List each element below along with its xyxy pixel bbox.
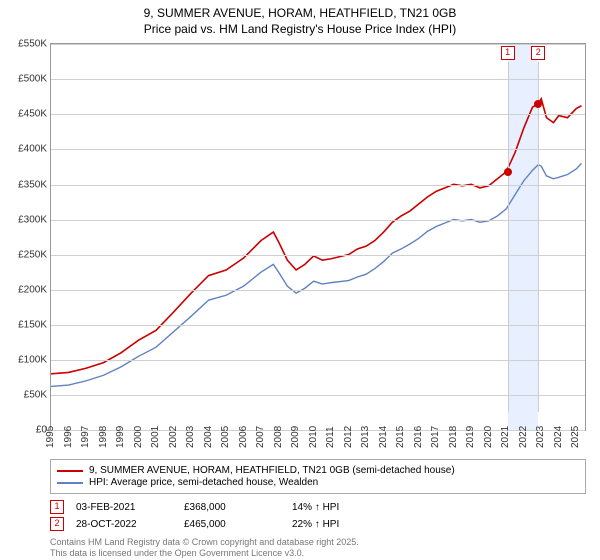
x-tick-label: 1996 xyxy=(63,426,74,448)
x-tick-label: 2001 xyxy=(150,426,161,448)
x-tick-label: 2018 xyxy=(448,426,459,448)
legend-label-price: 9, SUMMER AVENUE, HORAM, HEATHFIELD, TN2… xyxy=(89,465,455,476)
title-subtitle: Price paid vs. HM Land Registry's House … xyxy=(10,22,590,38)
x-tick-label: 2000 xyxy=(133,426,144,448)
plot-area: £0£50K£100K£150K£200K£250K£300K£350K£400… xyxy=(50,43,586,431)
marker-price-2: £465,000 xyxy=(184,519,274,530)
legend: 9, SUMMER AVENUE, HORAM, HEATHFIELD, TN2… xyxy=(50,459,586,494)
marker-num-2: 2 xyxy=(50,517,64,531)
x-tick-label: 2020 xyxy=(483,426,494,448)
title-address: 9, SUMMER AVENUE, HORAM, HEATHFIELD, TN2… xyxy=(10,6,590,22)
footer-line1: Contains HM Land Registry data © Crown c… xyxy=(50,537,586,548)
marker-dot xyxy=(534,100,542,108)
plot-lines xyxy=(51,44,585,430)
marker-dot xyxy=(504,168,512,176)
legend-label-hpi: HPI: Average price, semi-detached house,… xyxy=(89,477,318,488)
x-tick-label: 2022 xyxy=(518,426,529,448)
footer-line2: This data is licensed under the Open Gov… xyxy=(50,548,586,559)
x-tick-label: 2011 xyxy=(325,427,336,449)
marker-table: 1 03-FEB-2021 £368,000 14% ↑ HPI 2 28-OC… xyxy=(50,500,586,531)
x-tick-label: 1995 xyxy=(45,426,56,448)
x-tick-label: 2025 xyxy=(570,426,581,448)
y-tick-label: £250K xyxy=(18,249,51,260)
marker-change-2: 22% ↑ HPI xyxy=(292,519,382,530)
y-tick-label: £100K xyxy=(18,355,51,366)
footer: Contains HM Land Registry data © Crown c… xyxy=(50,537,586,559)
marker-change-1: 14% ↑ HPI xyxy=(292,502,382,513)
legend-swatch-hpi xyxy=(57,482,83,484)
x-tick-label: 2015 xyxy=(395,426,406,448)
chart-container: 9, SUMMER AVENUE, HORAM, HEATHFIELD, TN2… xyxy=(0,0,600,560)
marker-flag: 1 xyxy=(501,46,515,60)
x-tick-label: 2003 xyxy=(185,426,196,448)
y-tick-label: £350K xyxy=(18,179,51,190)
series-price_paid xyxy=(51,99,581,374)
chart-title: 9, SUMMER AVENUE, HORAM, HEATHFIELD, TN2… xyxy=(0,0,600,39)
marker-num-1: 1 xyxy=(50,500,64,514)
x-tick-label: 2010 xyxy=(308,426,319,448)
x-tick-label: 1997 xyxy=(80,426,91,448)
x-tick-label: 2017 xyxy=(430,426,441,448)
x-tick-label: 2013 xyxy=(360,426,371,448)
x-tick-label: 2004 xyxy=(203,426,214,448)
x-tick-label: 2002 xyxy=(168,426,179,448)
x-tick-label: 2014 xyxy=(378,426,389,448)
x-tick-label: 2019 xyxy=(465,426,476,448)
x-tick-label: 2023 xyxy=(535,426,546,448)
y-tick-label: £400K xyxy=(18,144,51,155)
marker-price-1: £368,000 xyxy=(184,502,274,513)
marker-date-1: 03-FEB-2021 xyxy=(76,502,166,513)
x-tick-label: 1999 xyxy=(115,426,126,448)
x-tick-label: 2007 xyxy=(255,426,266,448)
series-hpi xyxy=(51,163,581,386)
x-tick-label: 2008 xyxy=(273,426,284,448)
x-tick-label: 2006 xyxy=(238,426,249,448)
x-tick-label: 2021 xyxy=(500,426,511,448)
marker-row-2: 2 28-OCT-2022 £465,000 22% ↑ HPI xyxy=(50,517,586,531)
y-tick-label: £450K xyxy=(18,109,51,120)
marker-row-1: 1 03-FEB-2021 £368,000 14% ↑ HPI xyxy=(50,500,586,514)
y-tick-label: £50K xyxy=(24,390,51,401)
x-tick-label: 2016 xyxy=(413,426,424,448)
y-tick-label: £500K xyxy=(18,74,51,85)
legend-item-hpi: HPI: Average price, semi-detached house,… xyxy=(57,477,579,488)
x-tick-label: 2005 xyxy=(220,426,231,448)
legend-swatch-price xyxy=(57,470,83,472)
x-tick-label: 2012 xyxy=(343,426,354,448)
marker-date-2: 28-OCT-2022 xyxy=(76,519,166,530)
y-tick-label: £200K xyxy=(18,284,51,295)
marker-flag: 2 xyxy=(531,46,545,60)
y-tick-label: £550K xyxy=(18,39,51,50)
x-tick-label: 2024 xyxy=(553,426,564,448)
y-tick-label: £150K xyxy=(18,319,51,330)
y-tick-label: £300K xyxy=(18,214,51,225)
legend-item-price: 9, SUMMER AVENUE, HORAM, HEATHFIELD, TN2… xyxy=(57,465,579,476)
x-tick-label: 2009 xyxy=(290,426,301,448)
x-tick-label: 1998 xyxy=(98,426,109,448)
